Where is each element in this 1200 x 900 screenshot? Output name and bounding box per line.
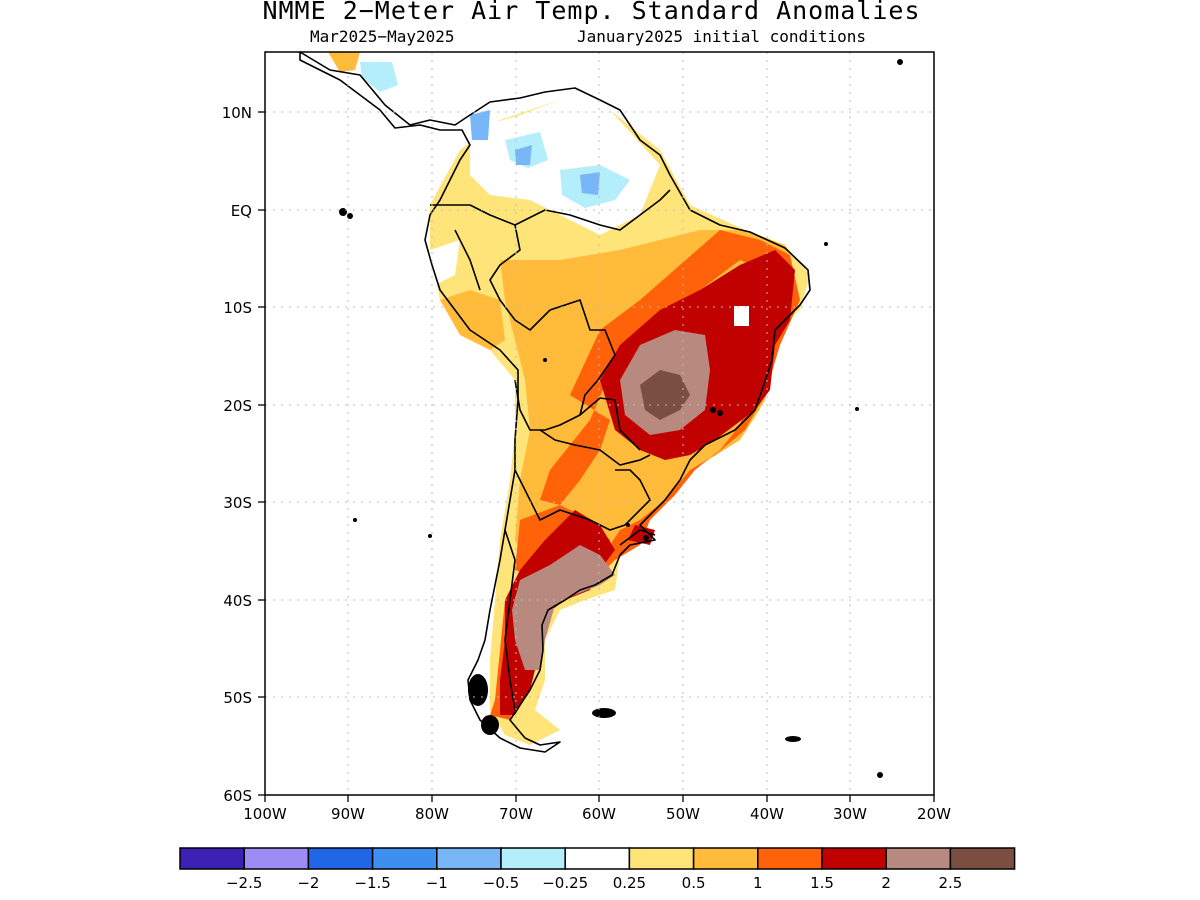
colorbar-label: −1 (426, 874, 448, 892)
forecast-period: Mar2025−May2025 (310, 27, 455, 46)
colorbar-swatch (692, 847, 759, 870)
lon-label: 50W (666, 805, 700, 823)
lat-label: 20S (223, 397, 252, 415)
colorbar-label: 2.5 (938, 874, 962, 892)
colorbar-swatch (821, 847, 887, 870)
axis-ticks (258, 111, 935, 802)
lat-label: EQ (231, 202, 252, 220)
latitude-labels: 10N EQ 10S 20S 30S 40S 50S 60S (222, 104, 252, 805)
initial-conditions: January2025 initial conditions (577, 27, 866, 46)
colorbar-label: −0.5 (483, 874, 519, 892)
lat-label: 50S (223, 689, 252, 707)
colorbar-label: 2 (881, 874, 891, 892)
colorbar-label: 1 (753, 874, 763, 892)
colorbar-swatch (500, 847, 566, 870)
colorbar-label: −1.5 (354, 874, 390, 892)
colorbar-label: −0.25 (542, 874, 588, 892)
colorbar-swatch (436, 847, 502, 870)
colorbar-swatch (371, 847, 438, 870)
map-title: NMME 2−Meter Air Temp. Standard Anomalie… (262, 0, 921, 25)
colorbar-swatch (885, 847, 952, 870)
colorbar-swatch (307, 847, 374, 870)
colorbar-swatch (628, 847, 695, 870)
colorbar-label: 0.25 (613, 874, 646, 892)
coastlines (299, 51, 811, 753)
colorbar (179, 847, 1016, 870)
lon-label: 30W (833, 805, 867, 823)
lon-label: 40W (750, 805, 784, 823)
colorbar-label: −2 (297, 874, 319, 892)
anomaly-field (328, 52, 810, 745)
colorbar-swatch (243, 847, 310, 870)
longitude-labels: 100W 90W 80W 70W 60W 50W 40W 30W 20W (243, 805, 951, 823)
lat-label: 10S (223, 299, 252, 317)
colorbar-swatch (757, 847, 823, 870)
colorbar-swatch (949, 847, 1016, 870)
lon-label: 100W (243, 805, 287, 823)
colorbar-label: −2.5 (226, 874, 262, 892)
lon-label: 70W (499, 805, 533, 823)
lat-label: 30S (223, 494, 252, 512)
lon-label: 80W (415, 805, 449, 823)
lon-label: 60W (582, 805, 616, 823)
colorbar-labels: −2.5 −2 −1.5 −1 −0.5 −0.25 0.25 0.5 1 1.5 2 2.5 (226, 874, 962, 892)
colorbar-label: 0.5 (682, 874, 706, 892)
lat-label: 40S (223, 592, 252, 610)
lat-label: 60S (223, 787, 252, 805)
lon-label: 20W (917, 805, 951, 823)
lon-label: 90W (331, 805, 365, 823)
colorbar-swatch (179, 847, 245, 870)
colorbar-swatch (564, 847, 631, 870)
colorbar-label: 1.5 (810, 874, 834, 892)
lat-label: 10N (222, 104, 252, 122)
